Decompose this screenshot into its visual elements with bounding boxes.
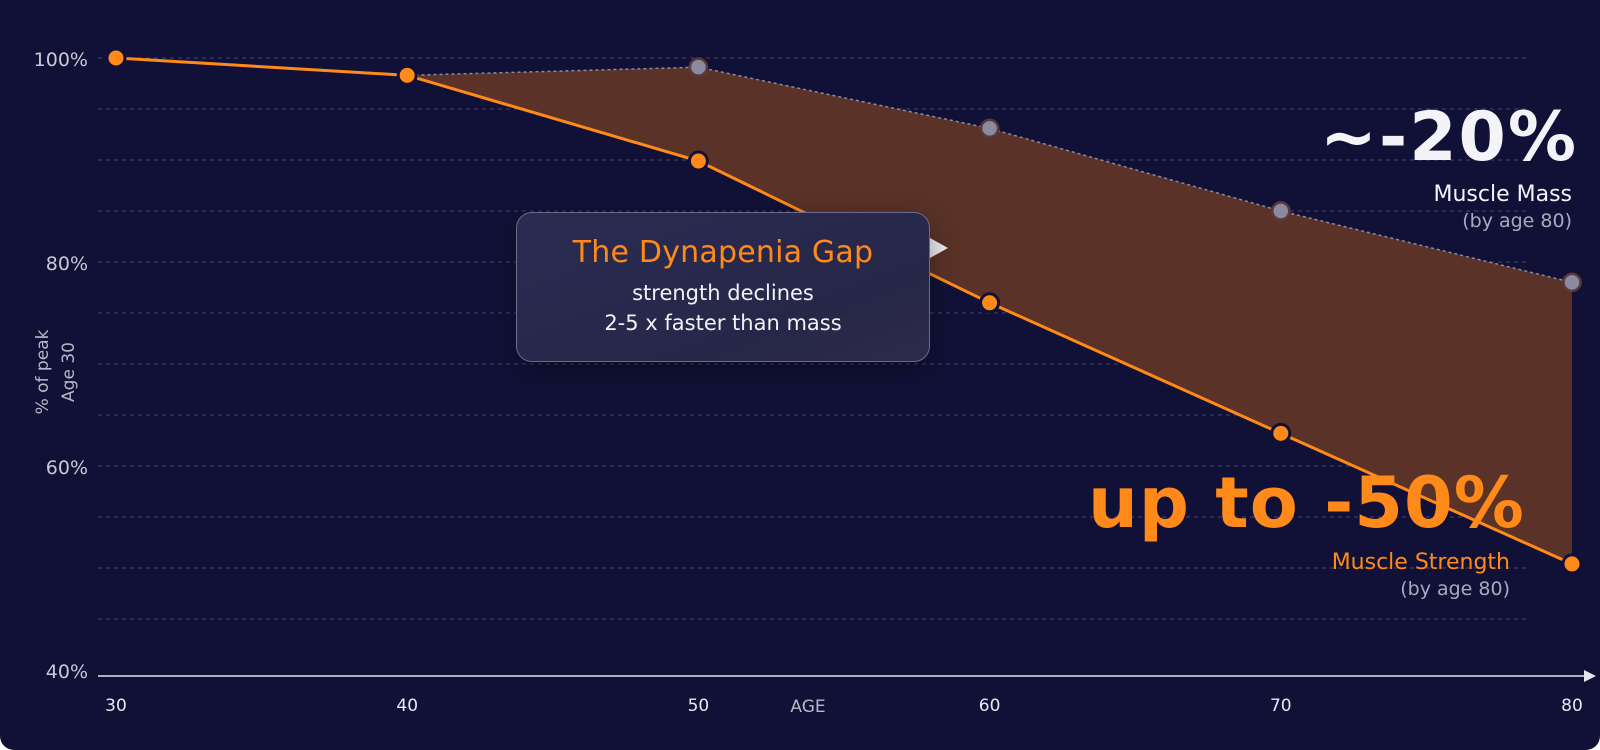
x-tick-label: 40 xyxy=(396,696,418,716)
muscle-mass-point xyxy=(688,57,709,77)
x-tick-label: 80 xyxy=(1561,696,1583,716)
muscle-strength-point xyxy=(396,64,418,86)
muscle-strength-point xyxy=(687,150,709,172)
tooltip-line-1: strength declines xyxy=(632,281,814,305)
strength-label: Muscle Strength xyxy=(1331,550,1510,575)
x-tick-label: 30 xyxy=(105,696,127,716)
strength-decline-value: up to -50% xyxy=(1088,462,1525,544)
strength-note: (by age 80) xyxy=(1400,578,1510,600)
y-tick-label: 100% xyxy=(34,49,88,71)
x-tick-label: 70 xyxy=(1270,696,1292,716)
muscle-strength-point xyxy=(1270,422,1292,444)
muscle-strength-point xyxy=(105,47,127,69)
y-axis-title-line-2: Age 30 xyxy=(59,342,79,402)
muscle-strength-point xyxy=(979,292,1001,314)
dynapenia-gap-tooltip: The Dynapenia Gap strength declines 2-5 … xyxy=(516,212,930,362)
muscle-strength-points xyxy=(105,47,1583,575)
x-axis-arrow-icon xyxy=(1584,670,1596,682)
mass-label: Muscle Mass xyxy=(1433,182,1572,207)
muscle-mass-point xyxy=(979,118,1000,139)
x-tick-label: 50 xyxy=(688,696,710,716)
x-tick-labels: 30 40 50 60 70 80 xyxy=(105,696,1583,716)
tooltip-title: The Dynapenia Gap xyxy=(572,235,874,270)
mass-note: (by age 80) xyxy=(1462,210,1572,232)
tooltip-line-2: 2-5 x faster than mass xyxy=(604,311,842,335)
y-tick-label: 80% xyxy=(46,253,88,275)
y-tick-label: 40% xyxy=(46,661,88,683)
muscle-strength-point xyxy=(1561,553,1583,575)
y-axis-title: % of peak Age 30 xyxy=(33,329,79,414)
tooltip-pointer-icon xyxy=(930,238,948,258)
y-axis-title-line-1: % of peak xyxy=(33,329,53,414)
y-tick-labels: 100% 80% 60% 40% xyxy=(34,49,88,683)
x-axis xyxy=(98,670,1596,682)
y-tick-label: 60% xyxy=(46,457,88,479)
mass-decline-value: ~-20% xyxy=(1320,98,1578,177)
muscle-mass-point xyxy=(1271,201,1291,221)
x-axis-title: AGE xyxy=(790,697,825,717)
x-tick-label: 60 xyxy=(979,696,1001,716)
muscle-mass-point xyxy=(1562,272,1582,293)
muscle-mass-points xyxy=(688,57,1582,293)
dynapenia-gap-area xyxy=(116,58,1572,564)
